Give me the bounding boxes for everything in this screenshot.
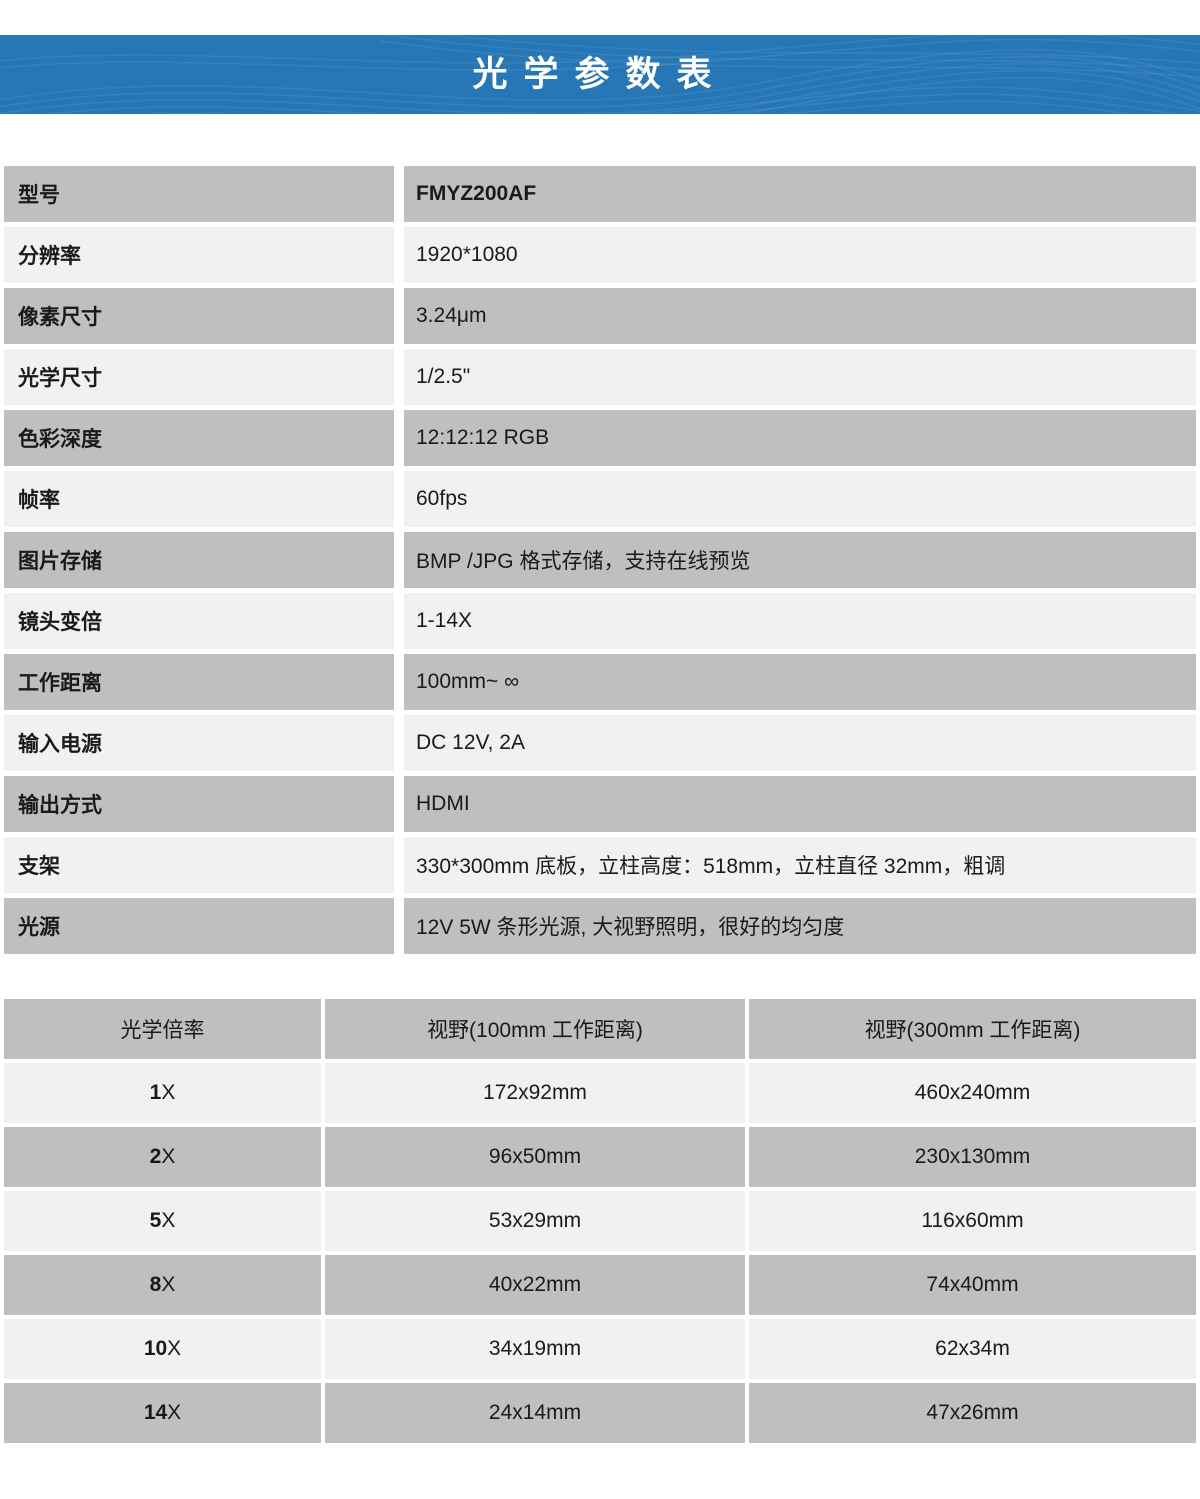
fov-300mm-value: 47x26mm <box>749 1383 1196 1443</box>
fov-300mm-value: 116x60mm <box>749 1191 1196 1251</box>
fov-100mm-value: 24x14mm <box>325 1383 745 1443</box>
spec-row-working-distance: 工作距离 100mm~ ∞ <box>4 654 1196 710</box>
spec-row-input-power: 输入电源 DC 12V, 2A <box>4 715 1196 771</box>
spec-label: 光学尺寸 <box>4 349 394 405</box>
spec-value: 100mm~ ∞ <box>404 654 1196 710</box>
spec-label: 光源 <box>4 898 394 954</box>
fov-300mm-value: 460x240mm <box>749 1063 1196 1123</box>
magnification-row-14x: 14 X 24x14mm 47x26mm <box>4 1383 1196 1443</box>
spec-value: 12V 5W 条形光源, 大视野照明，很好的均匀度 <box>404 898 1196 954</box>
fov-300mm-value: 62x34m <box>749 1319 1196 1379</box>
magnification-suffix: X <box>161 1081 176 1104</box>
header-fov-100mm: 视野(100mm 工作距离) <box>325 999 745 1059</box>
spec-value: BMP /JPG 格式存储，支持在线预览 <box>404 532 1196 588</box>
spec-value: HDMI <box>404 776 1196 832</box>
fov-300mm-value: 230x130mm <box>749 1127 1196 1187</box>
spec-value: 1920*1080 <box>404 227 1196 283</box>
magnification-number: 2 <box>149 1145 162 1168</box>
fov-100mm-value: 53x29mm <box>325 1191 745 1251</box>
magnification-suffix: X <box>161 1273 176 1296</box>
spec-label: 型号 <box>4 166 394 222</box>
fov-100mm-value: 96x50mm <box>325 1127 745 1187</box>
fov-300mm-value: 74x40mm <box>749 1255 1196 1315</box>
spec-label: 分辨率 <box>4 227 394 283</box>
spec-value: 330*300mm 底板，立柱高度：518mm，立柱直径 32mm，粗调 <box>404 837 1196 893</box>
fov-100mm-value: 34x19mm <box>325 1319 745 1379</box>
spec-row-lens-zoom: 镜头变倍 1-14X <box>4 593 1196 649</box>
magnification-suffix: X <box>161 1145 176 1168</box>
banner-wave-pattern-icon <box>0 35 1200 114</box>
spec-value: 1-14X <box>404 593 1196 649</box>
spec-row-color-depth: 色彩深度 12:12:12 RGB <box>4 410 1196 466</box>
magnification-table-header: 光学倍率 视野(100mm 工作距离) 视野(300mm 工作距离) <box>4 999 1196 1059</box>
spec-value: 3.24μm <box>404 288 1196 344</box>
magnification-row-10x: 10 X 34x19mm 62x34m <box>4 1319 1196 1379</box>
magnification-value: 10 X <box>4 1319 321 1379</box>
banner: 光学参数表 <box>0 35 1200 114</box>
spec-row-resolution: 分辨率 1920*1080 <box>4 227 1196 283</box>
page-title: 光学参数表 <box>472 55 728 94</box>
header-fov-300mm: 视野(300mm 工作距离) <box>749 999 1196 1059</box>
spec-value: FMYZ200AF <box>404 166 1196 222</box>
spec-label: 色彩深度 <box>4 410 394 466</box>
header-magnification: 光学倍率 <box>4 999 321 1059</box>
magnification-number: 14 <box>143 1401 168 1424</box>
spec-label: 支架 <box>4 837 394 893</box>
spec-row-image-storage: 图片存储 BMP /JPG 格式存储，支持在线预览 <box>4 532 1196 588</box>
spec-value: 1/2.5" <box>404 349 1196 405</box>
spec-row-model: 型号 FMYZ200AF <box>4 166 1196 222</box>
spec-sheet-page: 光学参数表 型号 FMYZ200AF 分辨率 1920*1080 像素尺寸 3.… <box>0 35 1200 1443</box>
magnification-suffix: X <box>167 1337 182 1360</box>
spec-row-frame-rate: 帧率 60fps <box>4 471 1196 527</box>
fov-100mm-value: 172x92mm <box>325 1063 745 1123</box>
spec-label: 图片存储 <box>4 532 394 588</box>
spec-value: 12:12:12 RGB <box>404 410 1196 466</box>
spec-row-pixel-size: 像素尺寸 3.24μm <box>4 288 1196 344</box>
spec-label: 像素尺寸 <box>4 288 394 344</box>
spec-row-light-source: 光源 12V 5W 条形光源, 大视野照明，很好的均匀度 <box>4 898 1196 954</box>
spec-label: 帧率 <box>4 471 394 527</box>
magnification-number: 5 <box>149 1209 162 1232</box>
spec-value: DC 12V, 2A <box>404 715 1196 771</box>
spec-label: 镜头变倍 <box>4 593 394 649</box>
spec-label: 工作距离 <box>4 654 394 710</box>
magnification-number: 10 <box>143 1337 168 1360</box>
fov-100mm-value: 40x22mm <box>325 1255 745 1315</box>
magnification-suffix: X <box>161 1209 176 1232</box>
magnification-suffix: X <box>167 1401 182 1424</box>
spec-row-optical-size: 光学尺寸 1/2.5" <box>4 349 1196 405</box>
spec-row-output: 输出方式 HDMI <box>4 776 1196 832</box>
spec-label: 输出方式 <box>4 776 394 832</box>
magnification-value: 14 X <box>4 1383 321 1443</box>
spec-value: 60fps <box>404 471 1196 527</box>
spec-row-stand: 支架 330*300mm 底板，立柱高度：518mm，立柱直径 32mm，粗调 <box>4 837 1196 893</box>
spec-label: 输入电源 <box>4 715 394 771</box>
magnification-number: 1 <box>149 1081 162 1104</box>
spec-table: 型号 FMYZ200AF 分辨率 1920*1080 像素尺寸 3.24μm 光… <box>4 166 1196 954</box>
magnification-number: 8 <box>149 1273 162 1296</box>
